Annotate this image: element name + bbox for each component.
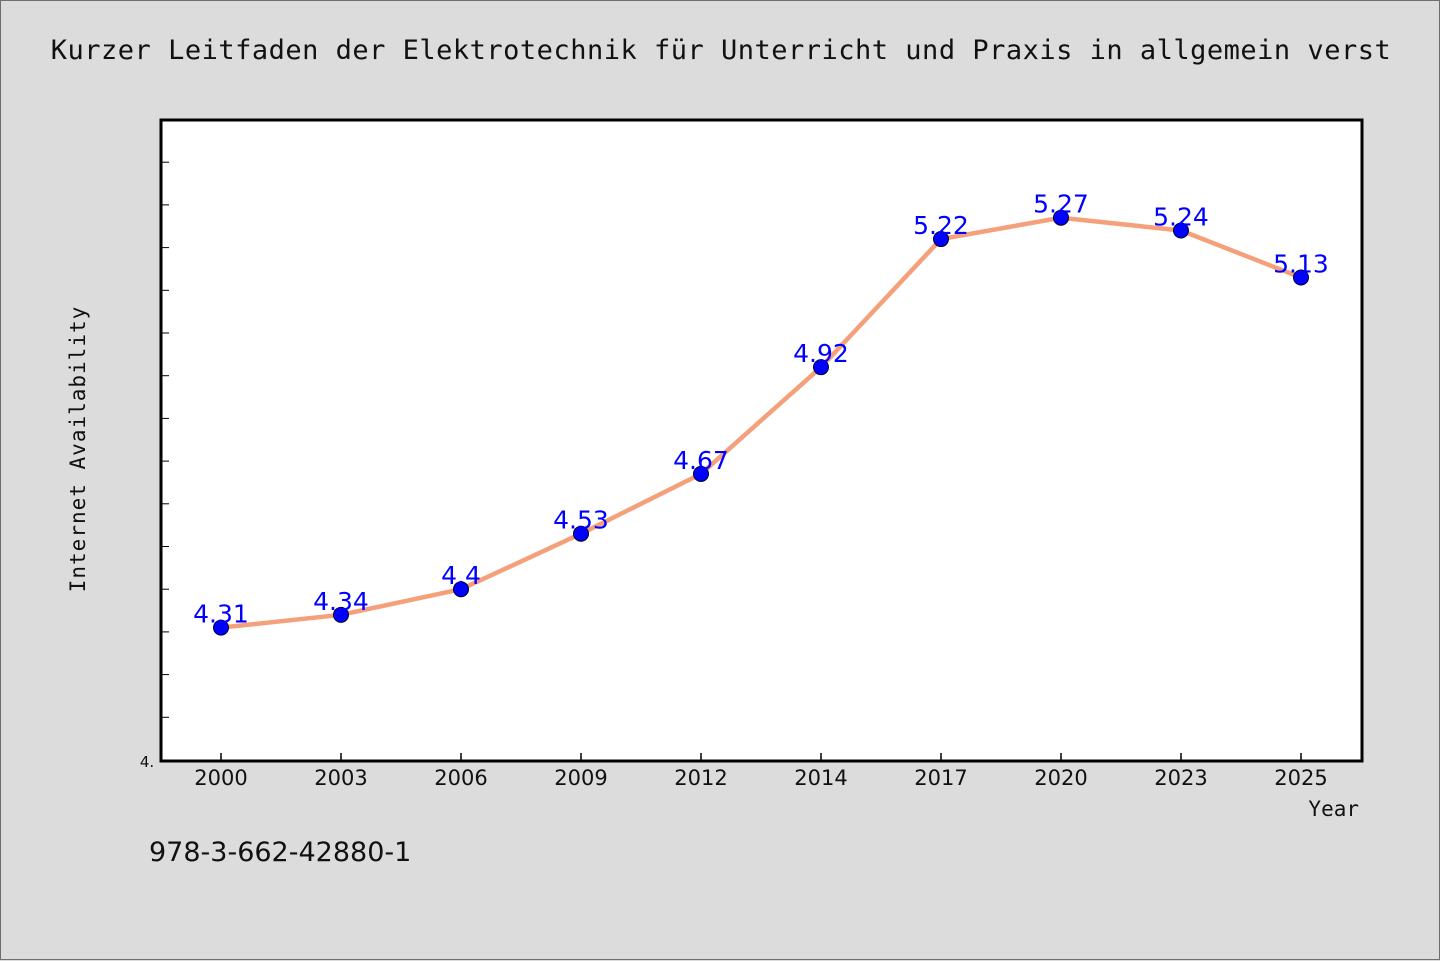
- x-tick-label: 2012: [674, 766, 727, 790]
- x-tick-label: 2006: [434, 766, 487, 790]
- x-tick-label: 2000: [194, 766, 247, 790]
- x-tick-label: 2003: [314, 766, 367, 790]
- data-label: 4.53: [553, 506, 609, 535]
- data-label: 4.67: [673, 446, 729, 475]
- series-line: [218, 215, 1304, 630]
- data-label: 5.22: [913, 211, 969, 240]
- data-label: 5.27: [1033, 190, 1089, 219]
- data-label: 5.24: [1153, 203, 1209, 232]
- series-markers: [213, 209, 1309, 636]
- x-tick-label: 2023: [1154, 766, 1207, 790]
- x-tick-label: 2014: [794, 766, 847, 790]
- data-point: [213, 619, 229, 636]
- x-tick-label: 2025: [1274, 766, 1327, 790]
- data-point: [333, 606, 349, 623]
- x-axis-label: Year: [1308, 797, 1359, 821]
- data-point: [1293, 269, 1309, 286]
- x-tick-label: 2017: [914, 766, 967, 790]
- data-point: [1173, 222, 1189, 239]
- data-label: 4.31: [193, 600, 249, 629]
- x-tick-label: 2020: [1034, 766, 1087, 790]
- data-label: 4.34: [313, 587, 369, 616]
- data-point: [813, 359, 829, 376]
- y-axis-min-label: 4.: [140, 753, 154, 771]
- data-label: 4.92: [793, 339, 849, 368]
- data-label: 4.4: [441, 561, 481, 590]
- x-axis-ticks: 2000 2003 2006 2009 2012 2014 2017 2020 2023 2025: [194, 753, 1328, 790]
- data-point: [453, 581, 469, 598]
- data-point: [933, 231, 949, 248]
- data-point: [1053, 209, 1069, 226]
- x-tick-label: 2009: [554, 766, 607, 790]
- y-axis-label: Internet Availability: [66, 305, 90, 593]
- data-labels: 4.31 4.34 4.4 4.53 4.67 4.92 5.22 5.27 5.24 5.13: [193, 190, 1329, 629]
- data-label: 5.13: [1273, 249, 1329, 278]
- isbn-text: 978-3-662-42880-1: [149, 837, 412, 868]
- data-point: [693, 465, 709, 482]
- y-axis-ticks: [161, 161, 169, 718]
- data-point: [573, 525, 589, 542]
- chart-title: Kurzer Leitfaden der Elektrotechnik für …: [50, 35, 1392, 66]
